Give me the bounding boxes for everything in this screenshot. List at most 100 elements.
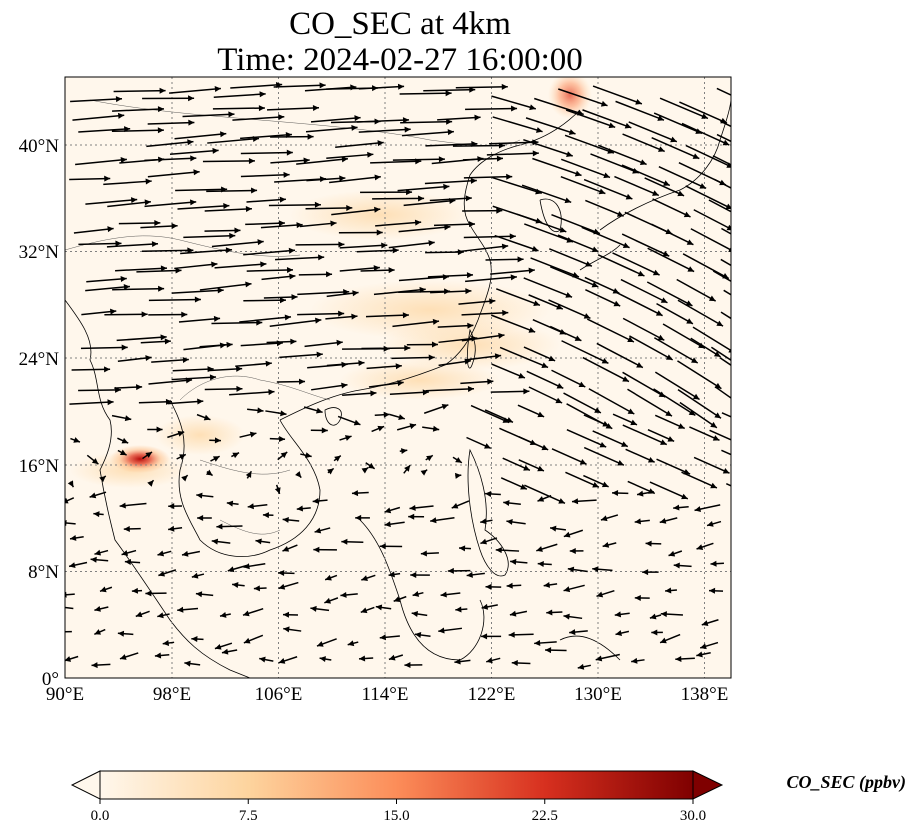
wind-arrow-head [298,378,306,385]
wind-arrow-head [511,660,518,667]
hotspot-northeast [548,77,592,119]
wind-arrow-shaft [140,224,178,229]
wind-arrow-head [509,233,516,240]
wind-arrow-shaft [116,336,167,342]
wind-arrow-shaft [521,184,572,203]
wind-arrow-head [279,297,286,304]
wind-arrow-head [151,241,159,248]
wind-arrow-head [406,189,413,196]
wind-arrow-head [596,591,604,598]
wind-arrow-shaft [433,223,476,227]
wind-arrow-head [383,411,390,418]
wind-arrow-shaft [583,178,633,200]
wind-arrow-head [509,610,517,617]
wind-arrow-shaft [719,356,731,367]
wind-arrow-head [422,389,429,396]
wind-arrow-head [99,475,106,483]
wind-arrow-head [637,270,645,277]
wind-arrow-shaft [646,281,693,307]
wind-arrow-head [145,355,152,362]
wind-arrow-shaft [551,213,601,235]
wind-arrow-head [165,398,173,405]
wind-arrow-head [374,174,381,181]
wind-arrow-head [673,504,680,511]
wind-arrow-head [696,651,703,658]
wind-arrow-head [474,114,481,121]
wind-arrow-head [761,312,768,318]
wind-arrow-head [541,362,549,368]
wind-arrow-shaft [73,227,114,234]
wind-arrow-head [648,488,655,494]
wind-arrow-shaft [267,107,320,111]
wind-arrow-head [726,224,731,231]
wind-arrow-head [120,275,127,282]
wind-arrow-shaft [311,383,348,391]
wind-arrow-head [243,637,251,644]
wind-arrow-shaft [486,152,539,156]
wind-arrow-head [379,634,387,641]
wind-arrow-shaft [656,302,694,325]
wind-arrow-head [282,516,289,523]
wind-arrow-shaft [561,340,609,364]
wind-arrow-shaft [560,158,611,179]
wind-arrow-shaft [213,93,266,98]
wind-arrow-head [259,656,266,663]
wind-arrow-head [209,374,217,381]
wind-arrow-head [49,629,55,635]
wind-arrow-head [591,246,599,253]
wind-arrow-head [467,322,474,329]
wind-arrow-head [506,173,513,180]
wind-arrow-head [257,407,264,414]
wind-arrow-head [223,203,230,210]
wind-arrow-shaft [211,240,264,248]
wind-arrow-head [358,655,366,662]
wind-arrow-head [404,345,411,352]
wind-arrow-head [135,611,143,618]
wind-arrow-head [339,175,346,182]
wind-arrow-head [468,221,476,228]
wind-arrow-head [290,338,297,345]
wind-arrow-shaft [169,149,219,156]
wind-arrow-shaft [246,269,294,272]
wind-arrow-head [647,457,655,463]
wind-arrow-shaft [199,282,252,291]
wind-arrow-head [600,515,608,522]
wind-arrow-head [121,437,129,444]
wind-arrow-head [637,490,644,497]
wind-arrow-head [286,266,294,273]
wind-arrow-head [195,591,203,598]
wind-arrow-shaft [621,164,671,187]
wind-arrow-head [318,254,325,261]
wind-arrow-head [726,162,731,168]
wind-arrow-head [90,556,97,563]
wind-arrow-head [506,417,513,423]
wind-arrow-head [564,197,572,204]
wind-arrow-head [65,591,67,598]
wind-arrow-shaft [558,88,608,107]
wind-arrow-head [677,190,685,197]
wind-arrow-head [397,83,405,90]
wind-arrow-head [94,549,102,556]
wind-arrow-head [284,314,291,321]
wind-arrow-shaft [615,100,665,121]
wind-arrow-head [503,500,510,507]
wind-arrow-shaft [80,346,128,350]
wind-arrow-shaft [211,321,263,325]
lat-tick-label: 40°N [19,136,60,157]
wind-arrow-head [535,127,543,133]
wind-arrow-shaft [182,113,235,118]
wind-arrow-head [683,211,691,218]
wind-arrow-head [296,505,304,512]
wind-arrow-head [465,195,472,202]
wind-arrow-head [722,468,730,474]
wind-arrow-shaft [437,116,481,121]
wind-arrow-head [662,250,670,257]
wind-arrow-shaft [71,368,111,371]
wind-arrow-shaft [65,522,76,525]
wind-arrow-head [583,313,591,319]
wind-arrow-head [467,385,475,392]
wind-arrow-head [217,287,224,294]
wind-arrow-shaft [592,85,643,105]
wind-arrow-head [736,440,743,445]
